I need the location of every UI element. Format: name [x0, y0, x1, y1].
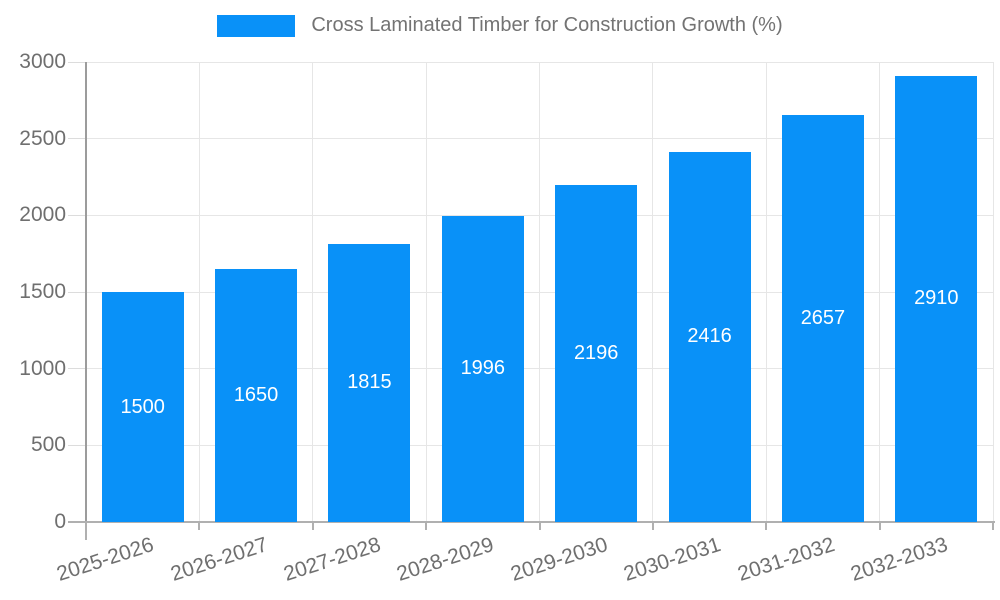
y-tick-label: 2500 — [19, 126, 66, 150]
y-tick-mark — [68, 291, 86, 293]
x-gridline — [652, 62, 654, 522]
x-tick-label: 2026-2027 — [167, 533, 271, 586]
x-gridline — [992, 62, 994, 522]
y-tick-label: 3000 — [19, 50, 66, 73]
bar-value-label: 2196 — [573, 342, 619, 365]
x-tick-mark — [651, 522, 654, 530]
x-gridline — [312, 62, 314, 522]
y-tick-label: 1500 — [19, 280, 66, 303]
bar-value-label: 2416 — [687, 325, 732, 348]
bar[interactable]: 2196 — [555, 185, 638, 522]
bar-value-label: 2910 — [914, 287, 959, 310]
x-axis-line — [68, 521, 995, 523]
y-tick-label: 500 — [30, 433, 66, 457]
x-gridline — [539, 62, 540, 522]
y-tick-mark — [68, 368, 86, 370]
bar-value-label: 1815 — [347, 371, 392, 394]
bar[interactable]: 1815 — [328, 243, 411, 522]
x-tick-label: 2028-2029 — [394, 533, 497, 586]
bar-value-label: 2657 — [800, 306, 846, 329]
y-tick-label: 1000 — [19, 356, 66, 380]
x-tick-mark — [198, 522, 201, 530]
y-tick-mark — [68, 444, 86, 446]
x-tick-mark — [765, 522, 768, 530]
bar[interactable]: 2416 — [668, 151, 751, 522]
x-gridline — [425, 62, 427, 522]
x-tick-mark — [878, 522, 881, 530]
bar-value-label: 1650 — [233, 384, 279, 406]
x-tick-mark — [85, 522, 87, 540]
legend-label: Cross Laminated Timber for Construction … — [311, 14, 783, 36]
y-tick-label: 2000 — [19, 203, 66, 227]
x-tick-label: 2030-2031 — [621, 533, 724, 586]
x-tick-mark — [311, 522, 314, 530]
x-tick-label: 2027-2028 — [280, 533, 384, 586]
y-axis-line — [85, 62, 87, 522]
y-tick-mark — [68, 61, 86, 63]
bar[interactable]: 1996 — [441, 215, 524, 522]
x-gridline — [198, 62, 200, 522]
bar[interactable]: 2910 — [895, 75, 978, 522]
x-gridline — [879, 62, 881, 522]
x-tick-mark — [992, 522, 994, 530]
x-tick-label: 2025-2026 — [54, 533, 157, 586]
x-tick-label: 2031-2032 — [734, 533, 838, 586]
x-tick-mark — [538, 522, 541, 530]
legend-swatch — [217, 14, 296, 37]
bar[interactable]: 1500 — [101, 292, 184, 522]
x-gridline — [765, 62, 767, 522]
y-tick-mark — [68, 138, 86, 140]
y-tick-mark — [68, 214, 86, 216]
bar[interactable]: 1650 — [215, 269, 298, 522]
x-tick-label: 2032-2033 — [847, 533, 951, 586]
x-tick-mark — [425, 522, 428, 530]
x-tick-label: 2029-2030 — [507, 533, 611, 586]
bar-value-label: 1500 — [120, 395, 165, 418]
chart-legend[interactable]: Cross Laminated Timber for Construction … — [0, 14, 1000, 37]
bar-value-label: 1996 — [460, 357, 506, 380]
bar[interactable]: 2657 — [781, 114, 864, 522]
y-tick-label: 0 — [54, 510, 66, 533]
